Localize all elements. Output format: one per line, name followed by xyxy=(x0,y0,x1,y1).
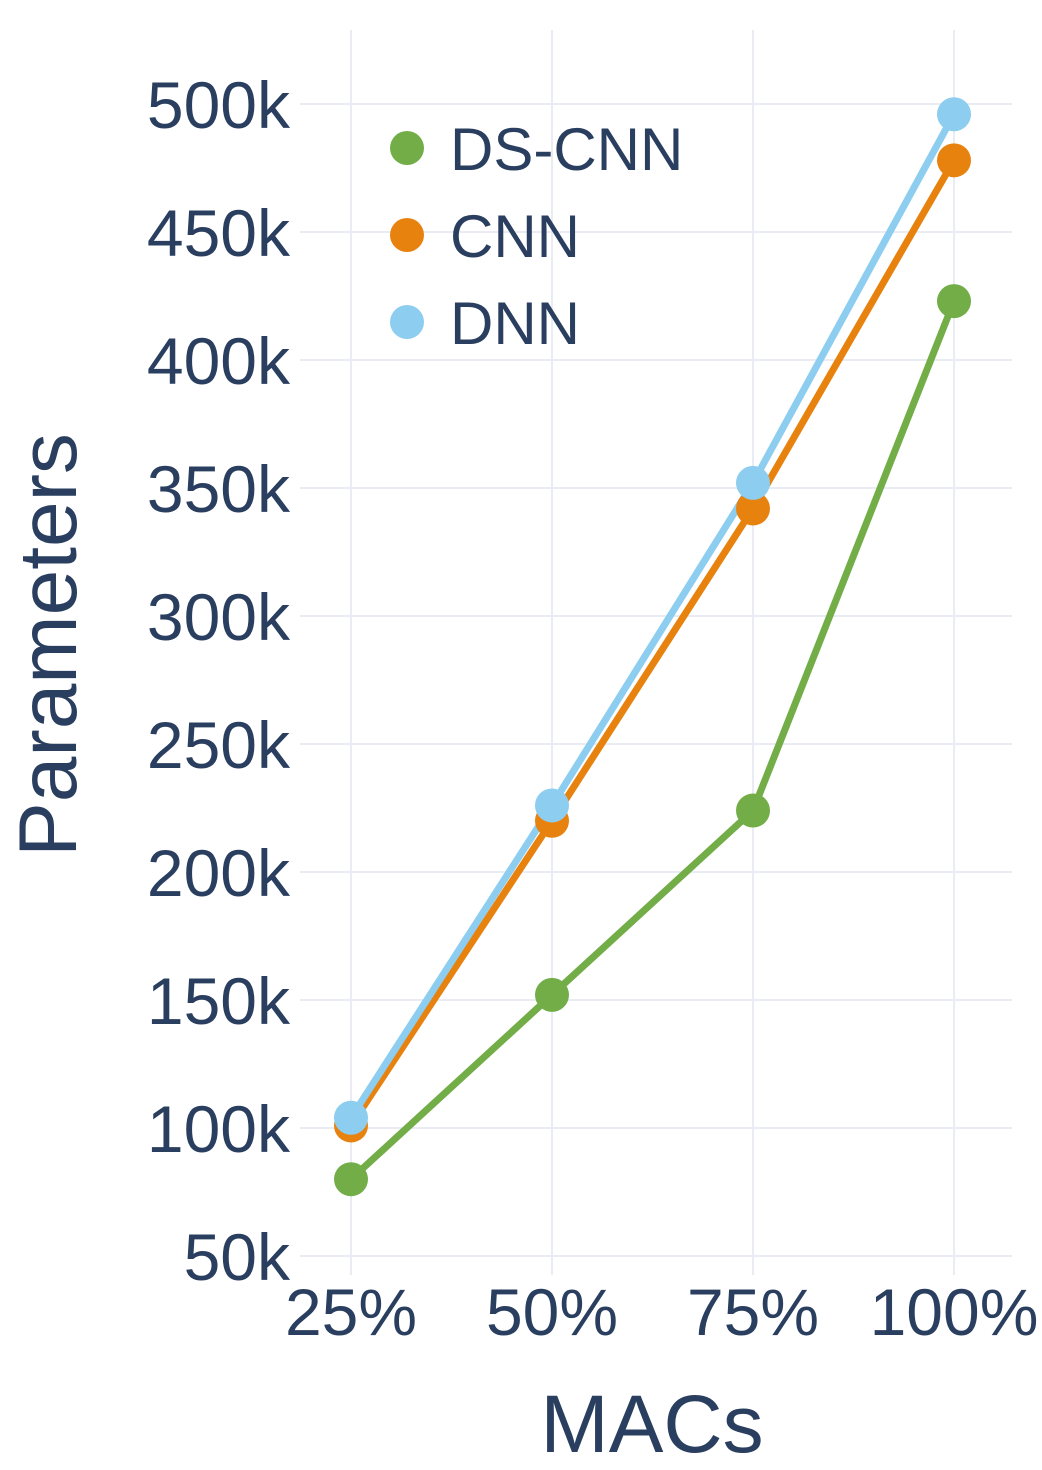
legend-marker-cnn xyxy=(390,218,424,252)
data-point-dnn xyxy=(736,465,770,500)
series-line-dnn xyxy=(347,110,958,1122)
y-tick-label: 150k xyxy=(147,964,291,1038)
x-axis-title: MACs xyxy=(540,1379,763,1470)
y-tick-label: 50k xyxy=(184,1220,291,1294)
data-point-dnn xyxy=(334,1100,368,1135)
x-tick-label: 75% xyxy=(687,1275,819,1349)
data-point-ds-cnn xyxy=(535,977,569,1012)
y-tick-label: 400k xyxy=(147,324,291,398)
y-tick-label: 450k xyxy=(147,196,291,270)
legend-label-cnn: CNN xyxy=(450,203,580,270)
series-lines xyxy=(347,110,958,1183)
x-tick-label: 25% xyxy=(285,1275,417,1349)
y-tick-labels: 50k 100k 150k 200k 250k 300k 350k 400k 450k 500k xyxy=(147,68,291,1294)
y-tick-label: 100k xyxy=(147,1092,291,1166)
data-point-dnn xyxy=(937,97,971,132)
x-tick-labels: 25% 50% 75% 100% xyxy=(285,1275,1038,1349)
y-tick-label: 350k xyxy=(147,452,291,526)
legend-marker-ds-cnn xyxy=(390,131,424,165)
x-gridlines xyxy=(350,30,955,1275)
data-point-ds-cnn xyxy=(736,793,770,828)
y-tick-label: 250k xyxy=(147,708,291,782)
y-tick-label: 500k xyxy=(147,68,291,142)
y-gridlines xyxy=(300,103,1012,1257)
data-point-cnn xyxy=(736,491,770,526)
data-point-cnn xyxy=(937,143,971,178)
y-axis-title: Parameters xyxy=(3,433,94,857)
series-points xyxy=(334,97,971,1197)
data-point-ds-cnn xyxy=(937,284,971,319)
series-line-ds-cnn xyxy=(347,297,958,1183)
y-tick-label: 300k xyxy=(147,580,291,654)
x-tick-label: 50% xyxy=(486,1275,618,1349)
x-tick-label: 100% xyxy=(870,1275,1039,1349)
legend: DS-CNN CNN DNN xyxy=(390,116,683,357)
series-line-cnn xyxy=(347,156,958,1129)
legend-label-dnn: DNN xyxy=(450,290,580,357)
legend-label-ds-cnn: DS-CNN xyxy=(450,116,683,183)
y-tick-label: 200k xyxy=(147,836,291,910)
legend-marker-dnn xyxy=(390,305,424,339)
data-point-dnn xyxy=(535,788,569,823)
data-point-ds-cnn xyxy=(334,1162,368,1197)
